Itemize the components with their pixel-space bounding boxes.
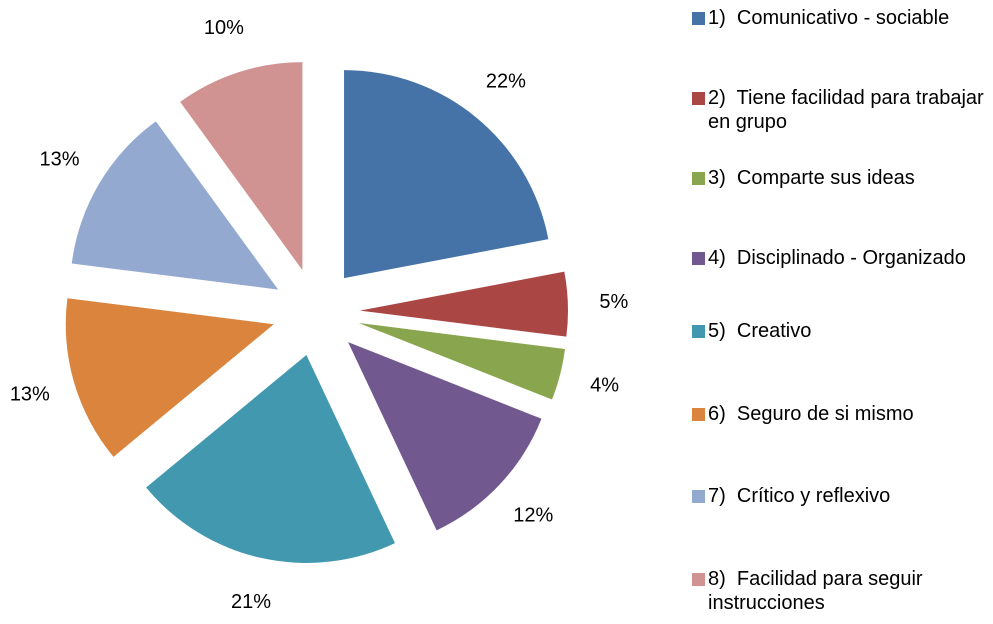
legend-item: 5) Creativo [692, 319, 988, 343]
legend-swatch [692, 172, 705, 185]
legend-item: 8) Facilidad para seguir instrucciones [692, 567, 988, 615]
legend-swatch [692, 573, 705, 586]
data-label: 4% [590, 374, 619, 396]
legend-swatch [692, 252, 705, 265]
legend-swatch [692, 12, 705, 25]
legend-item: 3) Comparte sus ideas [692, 166, 988, 190]
legend-label: 6) Seguro de si mismo [708, 403, 914, 425]
legend-item: 2) Tiene facilidad para trabajar en grup… [692, 86, 988, 134]
pie-slice [359, 271, 568, 337]
legend-label: 8) Facilidad para seguir instrucciones [708, 568, 929, 614]
pie-slice [358, 322, 565, 400]
pie-slice [146, 354, 395, 563]
pie-area: 22% 5% 4% 12% 21% 13% 13% 10% [10, 17, 629, 613]
legend-label: 5) Creativo [708, 320, 812, 342]
pie-slice [180, 62, 303, 271]
legend-swatch [692, 92, 705, 105]
pie-slice [348, 342, 542, 531]
data-label: 13% [39, 149, 79, 171]
pie-slice [71, 121, 279, 290]
data-label: 10% [204, 17, 244, 39]
legend-label: 2) Tiene facilidad para trabajar en grup… [708, 87, 990, 133]
legend-swatch [692, 408, 705, 421]
legend-swatch [692, 325, 705, 338]
legend-item: 7) Crítico y reflexivo [692, 484, 988, 508]
legend-item: 1) Comunicativo - sociable [692, 6, 988, 30]
legend-label: 4) Disciplinado - Organizado [708, 247, 966, 269]
legend-label: 1) Comunicativo - sociable [708, 7, 950, 29]
legend-swatch [692, 490, 705, 503]
legend-label: 7) Crítico y reflexivo [708, 485, 891, 507]
legend-item: 4) Disciplinado - Organizado [692, 246, 988, 270]
data-label: 13% [10, 383, 50, 405]
pie-slice [344, 70, 549, 279]
legend-item: 6) Seguro de si mismo [692, 402, 988, 426]
pie-slice [65, 298, 274, 457]
legend-label: 3) Comparte sus ideas [708, 167, 915, 189]
data-label: 21% [231, 591, 271, 613]
data-label: 5% [599, 291, 628, 313]
data-label: 22% [486, 71, 526, 93]
data-label: 12% [513, 504, 553, 526]
